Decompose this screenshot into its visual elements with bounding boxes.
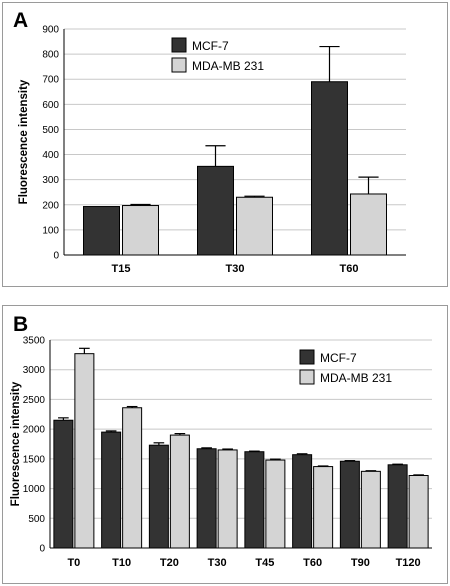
chart-a-bar-mcf-7-t60 [311, 81, 348, 256]
chart-b-bar-mcf-7-t45 [244, 451, 265, 549]
chart-a-y-tick-label: 200 [42, 200, 59, 211]
chart-b-bar-mcf-7-t120 [387, 464, 408, 549]
chart-b-y-tick-label: 0 [39, 544, 45, 555]
chart-b-legend-label: MDA-MB 231 [320, 371, 392, 385]
chart-a-y-axis-label: Fluorescence intensity [18, 79, 30, 204]
chart-a-bar-mcf-7-t15 [83, 206, 120, 256]
panel-label-a: A [13, 9, 29, 32]
chart-b-y-tick-label: 500 [28, 514, 45, 525]
chart-a-y-tick-label: 600 [42, 100, 59, 111]
chart-b-y-tick-label: 3500 [23, 336, 46, 347]
chart-a-y-tick-label: 0 [53, 251, 59, 262]
chart-b-y-tick-label: 2000 [23, 425, 46, 436]
chart-b-x-tick-label: T10 [112, 557, 131, 569]
chart-a-x-tick-label: T15 [112, 263, 131, 275]
chart-b-y-tick-label: 1000 [23, 484, 46, 495]
chart-b-x-tick-label: T120 [396, 557, 421, 569]
chart-b-bar-mcf-7-t20 [148, 444, 169, 549]
chart-a-y-tick-label: 100 [42, 225, 59, 236]
chart-a-y-tick-label: 700 [42, 75, 59, 86]
chart-a-x-tick-label: T60 [340, 263, 359, 275]
chart-b-x-tick-label: T90 [351, 557, 370, 569]
chart-b-x-tick-label: T0 [67, 557, 80, 569]
chart-b-bar-mda-mb-231-t90 [360, 470, 381, 549]
chart-a-x-tick-label: T30 [226, 263, 245, 275]
chart-a-legend-swatch [171, 37, 187, 53]
chart-a-y-tick-label: 900 [42, 25, 59, 36]
chart-b-bar-mcf-7-t90 [339, 460, 360, 549]
chart-b-x-tick-label: T60 [303, 557, 322, 569]
chart-b-bar-mda-mb-231-t20 [169, 434, 190, 549]
chart-b-bar-mda-mb-231-t45 [265, 459, 286, 549]
chart-b-legend-swatch [299, 369, 315, 385]
chart-b-bar-mcf-7-t0 [53, 419, 74, 549]
chart-b-bar-mda-mb-231-t10 [122, 407, 143, 549]
chart-b-bar-mcf-7-t10 [101, 431, 122, 549]
chart-b-bar-mda-mb-231-t0 [74, 353, 95, 549]
chart-a-bar-mda-mb-231-t15 [122, 205, 159, 256]
chart-b-legend-label: MCF-7 [320, 351, 357, 365]
chart-b-bar-mcf-7-t60 [292, 454, 313, 549]
panel-label-b: B [13, 313, 29, 336]
chart-a-legend-label: MCF-7 [192, 39, 229, 53]
chart-b-bar-mda-mb-231-t30 [217, 449, 238, 549]
chart-a-y-tick-label: 800 [42, 50, 59, 61]
chart-b-y-tick-label: 1500 [23, 454, 46, 465]
chart-b-y-axis-label: Fluorescence intensity [10, 381, 22, 506]
chart-b-y-tick-label: 3000 [23, 365, 46, 376]
chart-b-x-tick-label: T45 [255, 557, 274, 569]
chart-b-x-tick-label: T30 [208, 557, 227, 569]
chart-b-bar-mda-mb-231-t60 [313, 466, 334, 549]
chart-a-bar-mda-mb-231-t60 [350, 193, 387, 256]
chart-b-bar-mcf-7-t30 [196, 448, 217, 549]
chart-a-y-tick-label: 500 [42, 125, 59, 136]
chart-a-bar-mcf-7-t30 [197, 165, 234, 256]
chart-a-bar-mda-mb-231-t30 [236, 196, 273, 256]
chart-a-legend-swatch [171, 57, 187, 73]
chart-b-y-tick-label: 2500 [23, 395, 46, 406]
chart-a-legend-label: MDA-MB 231 [192, 59, 264, 73]
chart-b-bar-mda-mb-231-t120 [408, 474, 429, 549]
chart-b-x-tick-label: T20 [160, 557, 179, 569]
chart-a-y-tick-label: 400 [42, 150, 59, 161]
chart-a-y-tick-label: 300 [42, 175, 59, 186]
chart-b-legend-swatch [299, 349, 315, 365]
